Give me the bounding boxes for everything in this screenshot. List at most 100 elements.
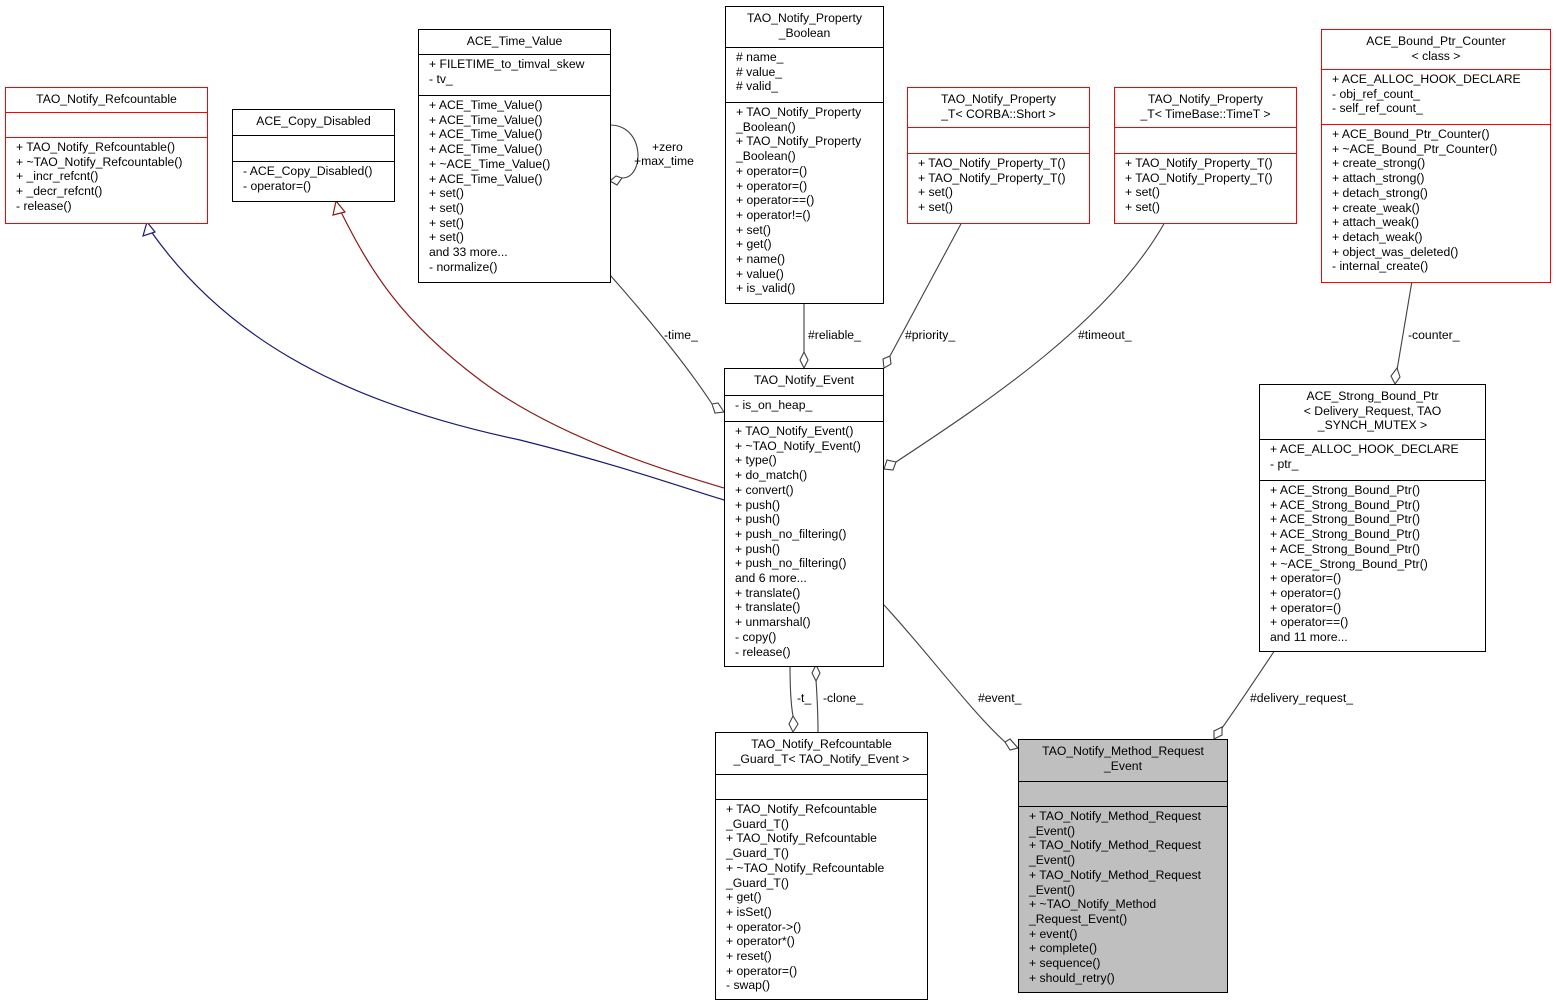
method-item: + ~TAO_Notify_Method (1029, 897, 1157, 912)
edge-label-delivery-request: #delivery_request_ (1250, 691, 1353, 705)
method-item: + ~ACE_Time_Value() (429, 156, 551, 171)
attribute-item: # valid_ (736, 79, 779, 94)
class-box-refcountable[interactable]: TAO_Notify_Refcountable + TAO_Notify_Refc… (5, 87, 208, 224)
class-attributes-section: - is_on_heap_ (725, 395, 883, 421)
edge-label-zero: +zero (652, 140, 683, 154)
method-item: + TAO_Notify_Property_T() (918, 156, 1066, 170)
method-item: + operator==() (1270, 615, 1349, 630)
method-item: + create_weak() (1332, 200, 1420, 215)
class-name-line: ACE_Strong_Bound_Ptr (1306, 389, 1439, 403)
method-item: + set() (429, 200, 464, 215)
edge-label-clone: -clone_ (823, 691, 863, 705)
class-name-line: < class > (1411, 48, 1461, 63)
edge-label-t: -t_ (797, 691, 812, 705)
method-item: + ACE_Time_Value() (429, 171, 543, 186)
edge-timeout (895, 221, 1166, 463)
method-item: + ACE_Strong_Bound_Ptr() (1270, 541, 1421, 556)
method-item: + TAO_Notify_Property_T() (918, 170, 1066, 185)
method-item: _Guard_T() (726, 875, 789, 890)
method-item: + TAO_Notify_Event() (735, 424, 854, 438)
method-item: + ACE_Time_Value() (429, 142, 543, 157)
method-item: + TAO_Notify_Method_Request (1029, 838, 1201, 853)
method-item: + operator=() (736, 178, 808, 193)
class-box-strong-bound-ptr[interactable]: ACE_Strong_Bound_Ptr < Delivery_Request, … (1259, 384, 1486, 652)
method-item: + value() (736, 266, 784, 281)
method-item: + set() (429, 230, 464, 245)
attribute-item: + ACE_ALLOC_HOOK_DECLARE (1332, 72, 1521, 86)
diamond-counter (1390, 366, 1401, 386)
method-item: + set() (918, 185, 953, 200)
method-item: + type() (735, 453, 777, 468)
class-attributes-section (6, 112, 207, 137)
method-item: + operator=() (1270, 571, 1342, 586)
class-attributes-section: + FILETIME_to_timval_skew - tv_ (419, 54, 610, 95)
class-methods-section: + TAO_Notify_Event() + ~TAO_Notify_Event(… (725, 421, 883, 666)
method-item: + ACE_Strong_Bound_Ptr() (1270, 527, 1421, 542)
method-item: _Guard_T() (726, 846, 789, 861)
method-item: + operator->() (726, 919, 802, 934)
method-item: + operator=() (726, 963, 798, 978)
method-item: - copy() (735, 629, 777, 644)
method-item: + set() (1125, 200, 1160, 215)
class-name-line: _Event (1104, 758, 1142, 773)
edge-label-max-time: +max_time (634, 154, 694, 168)
edge-priority (889, 221, 963, 357)
method-item: + convert() (735, 482, 794, 497)
method-item: + ACE_Time_Value() (429, 127, 543, 142)
edge-delivery-request (1221, 649, 1276, 729)
method-item: + TAO_Notify_Method_Request (1029, 809, 1201, 823)
method-item: + ACE_Time_Value() (429, 98, 543, 112)
method-item: + operator==() (736, 193, 815, 208)
class-title-section: TAO_Notify_Event (725, 369, 883, 395)
class-name-line: TAO_Notify_Property (941, 92, 1056, 106)
inherit-arrow-copy-disabled (332, 199, 347, 216)
class-name-line: _Boolean (778, 25, 831, 40)
method-item: + operator=() (736, 163, 808, 178)
diamond-event (1004, 738, 1020, 751)
method-item: + attach_strong() (1332, 171, 1425, 186)
method-item: + detach_strong() (1332, 185, 1428, 200)
class-methods-section: + TAO_Notify_Property_T() + TAO_Notify_Pr… (1115, 153, 1296, 223)
class-box-method-request-event[interactable]: TAO_Notify_Method_Request _Event + TAO_Not… (1018, 739, 1228, 993)
method-item: + TAO_Notify_Property_T() (1125, 156, 1273, 170)
attribute-item: - ptr_ (1270, 456, 1299, 471)
class-box-property-boolean[interactable]: TAO_Notify_Property _Boolean # name_ # valu… (725, 6, 884, 304)
class-methods-section: + TAO_Notify_Refcountable() + ~TAO_Notify… (6, 137, 207, 223)
method-item: - release() (735, 644, 791, 659)
class-box-refcountable-guard[interactable]: TAO_Notify_Refcountable _Guard_T< TAO_Not… (715, 732, 928, 1000)
class-name-line: TAO_Notify_Refcountable (36, 92, 177, 106)
class-attributes-section (1019, 781, 1227, 806)
method-item: _Request_Event() (1029, 911, 1128, 926)
method-item: + TAO_Notify_Refcountable() (16, 140, 176, 154)
diamond-self-loop (609, 175, 623, 186)
class-box-property-short[interactable]: TAO_Notify_Property _T< CORBA::Short >+ T… (907, 87, 1090, 224)
attribute-item: - tv_ (429, 71, 453, 86)
edge-label-priority: #priority_ (905, 328, 956, 342)
method-item: + ~TAO_Notify_Event() (735, 438, 861, 453)
class-methods-section: + ACE_Strong_Bound_Ptr() + ACE_Strong_Bou… (1260, 480, 1485, 651)
class-box-copy-disabled[interactable]: ACE_Copy_Disabled - ACE_Copy_Disabled() - … (232, 109, 395, 202)
method-item: + operator*() (726, 934, 795, 949)
method-item: + TAO_Notify_Refcountable (726, 802, 877, 816)
method-item: _Boolean() (736, 149, 796, 164)
class-box-notify-event[interactable]: TAO_Notify_Event - is_on_heap_ + TAO_Notif… (724, 368, 884, 667)
diamond-priority (882, 355, 892, 369)
class-box-time-value[interactable]: ACE_Time_Value + FILETIME_to_timval_skew -… (418, 29, 611, 283)
method-item: + translate() (735, 585, 801, 600)
class-title-section: TAO_Notify_Property _T< TimeBase::TimeT > (1115, 88, 1296, 127)
method-item: + ~ACE_Strong_Bound_Ptr() (1270, 556, 1428, 571)
method-item: + push() (735, 512, 781, 527)
method-item: + ACE_Time_Value() (429, 112, 543, 127)
method-item: + name() (736, 252, 786, 267)
edge-label-reliable: #reliable_ (808, 328, 861, 342)
class-title-section: TAO_Notify_Property _T< CORBA::Short > (908, 88, 1089, 127)
class-box-property-timet[interactable]: TAO_Notify_Property _T< TimeBase::TimeT >… (1114, 87, 1297, 224)
class-attributes-section (1115, 127, 1296, 153)
method-item: + isSet() (726, 904, 772, 919)
method-item: _Event() (1029, 882, 1076, 897)
class-box-bound-ptr-counter[interactable]: ACE_Bound_Ptr_Counter < class > + ACE_ALLO… (1321, 29, 1551, 283)
method-item: + reset() (726, 949, 772, 964)
method-item: and 33 more... (429, 245, 508, 260)
method-item: + sequence() (1029, 956, 1101, 971)
class-title-section: ACE_Copy_Disabled (233, 110, 394, 135)
